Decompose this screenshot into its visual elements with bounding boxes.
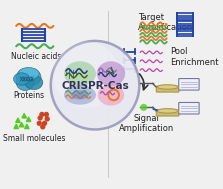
Circle shape bbox=[51, 41, 139, 129]
Ellipse shape bbox=[16, 75, 34, 91]
FancyBboxPatch shape bbox=[179, 102, 199, 114]
FancyBboxPatch shape bbox=[156, 110, 179, 116]
FancyBboxPatch shape bbox=[156, 86, 179, 92]
Ellipse shape bbox=[71, 91, 89, 99]
FancyArrowPatch shape bbox=[139, 74, 148, 90]
Circle shape bbox=[37, 121, 41, 125]
Ellipse shape bbox=[16, 68, 41, 86]
Ellipse shape bbox=[64, 61, 96, 86]
Polygon shape bbox=[22, 114, 26, 118]
Circle shape bbox=[140, 104, 147, 111]
Circle shape bbox=[38, 116, 42, 120]
Text: Target
Amplification: Target Amplification bbox=[138, 13, 193, 32]
Polygon shape bbox=[19, 122, 24, 127]
Circle shape bbox=[53, 41, 119, 108]
Ellipse shape bbox=[157, 85, 178, 89]
Polygon shape bbox=[16, 118, 20, 122]
Circle shape bbox=[41, 125, 45, 129]
Text: CRISPR-Cas: CRISPR-Cas bbox=[61, 81, 129, 91]
Ellipse shape bbox=[64, 85, 96, 105]
Circle shape bbox=[40, 112, 44, 116]
Circle shape bbox=[45, 117, 49, 121]
Text: Small molecules: Small molecules bbox=[3, 134, 65, 143]
Text: Nucleic acids: Nucleic acids bbox=[10, 52, 61, 61]
Ellipse shape bbox=[18, 67, 39, 80]
Text: Signal
Amplification: Signal Amplification bbox=[119, 114, 174, 133]
FancyBboxPatch shape bbox=[179, 79, 199, 90]
Polygon shape bbox=[14, 124, 19, 129]
Ellipse shape bbox=[97, 61, 125, 86]
Circle shape bbox=[44, 112, 48, 116]
Ellipse shape bbox=[98, 84, 124, 106]
Ellipse shape bbox=[25, 75, 43, 90]
Polygon shape bbox=[26, 117, 31, 122]
Circle shape bbox=[43, 121, 47, 125]
Ellipse shape bbox=[157, 109, 178, 113]
Text: Proteins: Proteins bbox=[13, 91, 44, 100]
Ellipse shape bbox=[14, 73, 29, 85]
Text: Pool
Enrichment: Pool Enrichment bbox=[170, 47, 219, 67]
Polygon shape bbox=[25, 124, 29, 129]
